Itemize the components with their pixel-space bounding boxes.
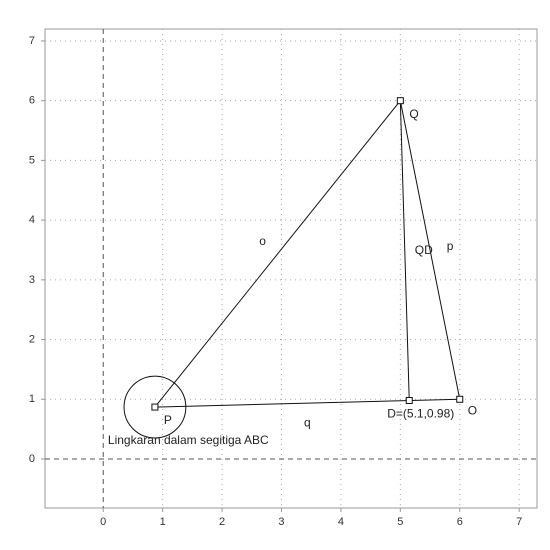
x-tick-label: 0 bbox=[100, 516, 106, 528]
y-tick-label: 6 bbox=[29, 95, 35, 107]
segment-label: o bbox=[259, 234, 266, 248]
x-tick-label: 4 bbox=[338, 516, 344, 528]
segment bbox=[154, 100, 401, 408]
x-tick-label: 2 bbox=[219, 516, 225, 528]
point bbox=[456, 395, 464, 403]
x-tick-label: 1 bbox=[160, 516, 166, 528]
segment-label: q bbox=[304, 415, 311, 429]
y-tick-label: 0 bbox=[29, 453, 35, 465]
y-tick-label: 4 bbox=[29, 214, 35, 226]
point bbox=[151, 403, 159, 411]
x-tick-label: 6 bbox=[457, 516, 463, 528]
point-label: D=(5.1,0.98) bbox=[387, 407, 454, 421]
plot-frame bbox=[44, 28, 538, 509]
point bbox=[396, 97, 404, 105]
segment-label: p bbox=[447, 239, 454, 253]
x-tick-label: 7 bbox=[516, 516, 522, 528]
y-tick-label: 2 bbox=[29, 333, 35, 345]
segment-label: QD bbox=[415, 243, 433, 257]
y-tick-label: 1 bbox=[29, 393, 35, 405]
segment bbox=[399, 100, 410, 401]
point-label: P bbox=[164, 413, 172, 427]
x-tick-label: 5 bbox=[397, 516, 403, 528]
y-tick-label: 3 bbox=[29, 274, 35, 286]
segment bbox=[399, 100, 461, 400]
point bbox=[405, 396, 413, 404]
x-tick-label: 3 bbox=[278, 516, 284, 528]
y-tick-label: 7 bbox=[29, 35, 35, 47]
point-label: Q bbox=[409, 107, 418, 121]
point-label: O bbox=[468, 403, 477, 417]
circle-label: Lingkaran dalam segitiga ABC bbox=[108, 433, 269, 447]
y-tick-label: 5 bbox=[29, 154, 35, 166]
circle bbox=[123, 375, 187, 439]
